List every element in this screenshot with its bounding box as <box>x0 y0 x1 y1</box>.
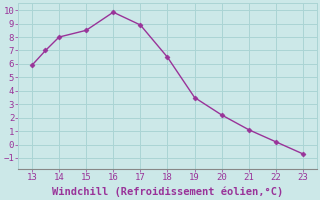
X-axis label: Windchill (Refroidissement éolien,°C): Windchill (Refroidissement éolien,°C) <box>52 186 283 197</box>
